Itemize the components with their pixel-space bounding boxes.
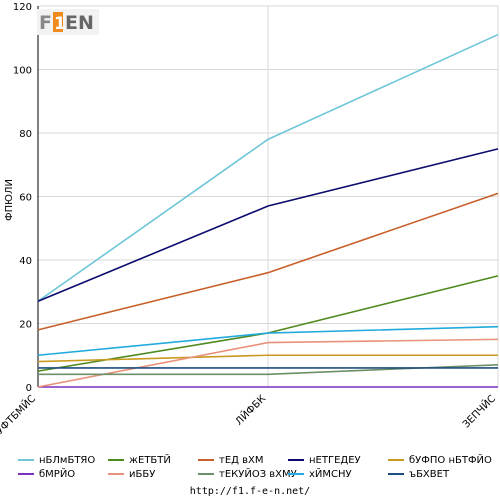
svg-text:1: 1: [54, 14, 66, 34]
legend-label: жЕТБТЙ: [129, 454, 171, 466]
legend-swatch: [388, 459, 404, 461]
legend-swatch: [108, 459, 124, 461]
legend-label: нБЛмБТЯО: [39, 454, 96, 466]
legend-label: бМРЙО: [39, 468, 76, 480]
y-tick-label: 40: [19, 256, 32, 267]
legend-label: хЙМСНУ: [309, 468, 352, 480]
series-line: [37, 148, 499, 303]
series-line: [37, 192, 499, 331]
legend-label: тЕКУЙОЗ вХМУ: [219, 468, 297, 480]
legend-label: ъБХВЕТ: [409, 468, 450, 480]
legend-item: нБЛмБТЯО: [18, 453, 95, 467]
legend-item: жЕТБТЙ: [108, 453, 171, 467]
legend-item: ъБХВЕТ: [388, 467, 449, 481]
y-tick-label: 80: [19, 129, 32, 140]
legend-swatch: [198, 459, 214, 461]
series-line: [37, 325, 499, 357]
source-url: http://f1.f-e-n.net/: [189, 486, 311, 497]
legend-item: тЕКУЙОЗ вХМУ: [198, 467, 297, 481]
legend-item: иББУ: [108, 467, 155, 481]
y-tick-label: 20: [19, 320, 32, 331]
legend-swatch: [288, 473, 304, 475]
legend-swatch: [18, 459, 34, 461]
series-line: [37, 33, 499, 302]
y-tick-label: 120: [13, 2, 32, 13]
legend-item: бМРЙО: [18, 467, 75, 481]
legend-label: тЕД вХМ: [219, 454, 264, 466]
series-line: [37, 354, 498, 363]
legend-label: бУФПО нБТФЙО: [409, 454, 492, 466]
legend-swatch: [18, 473, 34, 475]
x-tick-label: БЧУФТБМЙС: [0, 392, 38, 447]
x-tick-label: ЗЕПЧЙС: [460, 392, 499, 431]
legend-item: тЕД вХМ: [198, 453, 264, 467]
legend-swatch: [388, 473, 404, 475]
y-tick-label: 60: [19, 193, 32, 204]
y-tick-label: 100: [13, 66, 32, 77]
x-tick-label: ЛЙФБК: [232, 392, 268, 428]
svg-text:EN: EN: [65, 12, 94, 34]
legend-swatch: [108, 473, 124, 475]
legend-item: нЕТГЕДЕУ: [288, 453, 361, 467]
legend-item: хЙМСНУ: [288, 467, 352, 481]
legend-swatch: [288, 459, 304, 461]
legend-label: нЕТГЕДЕУ: [309, 454, 361, 466]
legend-swatch: [198, 473, 214, 475]
legend-label: иББУ: [129, 468, 156, 480]
logo-graphic: F 1 EN: [37, 9, 99, 35]
f1en-logo: F 1 EN: [37, 9, 99, 35]
y-axis-label: ФПЮЛИ: [4, 179, 15, 221]
legend-item: бУФПО нБТФЙО: [388, 453, 492, 467]
svg-text:F: F: [39, 12, 52, 34]
y-tick-label: 0: [26, 383, 32, 394]
series-line: [37, 338, 499, 388]
series-layer: [37, 33, 499, 388]
grid: [37, 5, 499, 388]
